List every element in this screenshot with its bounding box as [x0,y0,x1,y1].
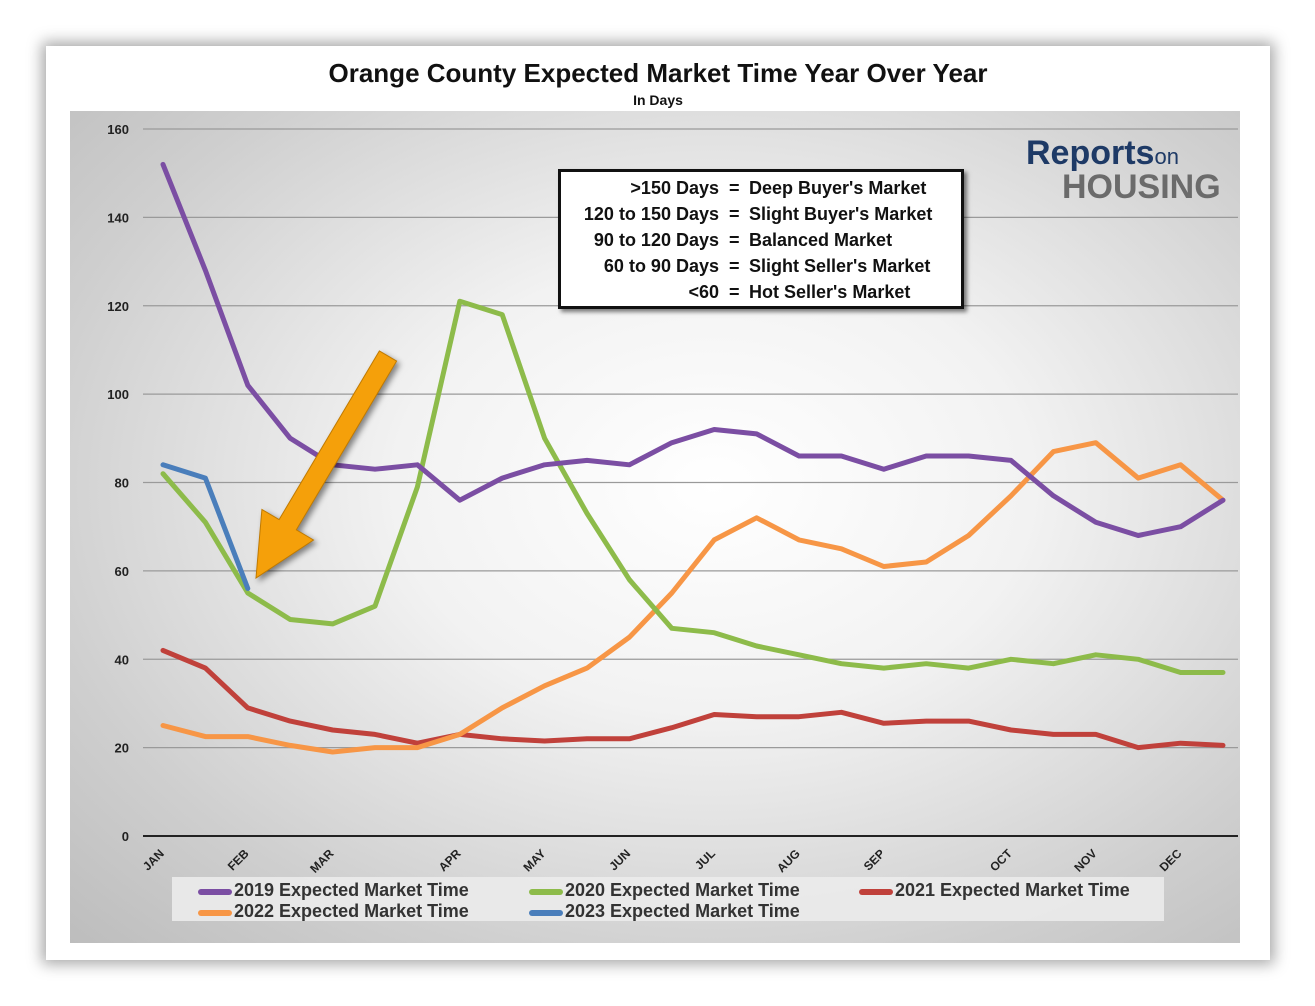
x-tick-label: AUG [774,846,803,875]
series-line-2021 [160,647,1226,751]
x-tick-label: SEP [861,846,888,873]
y-tick-label: 160 [107,122,129,137]
x-tick-label: OCT [987,846,1015,874]
legend-swatch-2019 [198,889,232,895]
annotation-arrow-icon [255,350,398,579]
legend-swatch-2020 [529,889,563,895]
chart-legend: 2019 Expected Market Time 2020 Expected … [172,877,1164,921]
x-tick-label: MAR [307,846,336,875]
y-tick-label: 80 [115,476,129,491]
legend-item-2022: 2022 Expected Market Time [198,901,469,922]
y-tick-label: 20 [115,741,129,756]
legend-item-2021: 2021 Expected Market Time [859,880,1130,901]
key-row: >150 Days = Deep Buyer's Market [630,178,927,198]
y-tick-label: 60 [115,564,129,579]
y-tick-label: 140 [107,210,129,225]
x-tick-label: DEC [1157,846,1185,874]
x-tick-label: NOV [1071,846,1099,874]
chart-title: Orange County Expected Market Time Year … [328,58,988,88]
y-tick-label: 100 [107,387,129,402]
y-tick-label: 0 [122,829,129,844]
x-tick-label: MAY [520,846,548,874]
key-row: 60 to 90 Days = Slight Seller's Market [603,256,931,276]
legend-item-2020: 2020 Expected Market Time [529,880,800,901]
chart-subtitle: In Days [633,92,683,108]
legend-item-2023: 2023 Expected Market Time [529,901,800,922]
series-line-2020 [160,298,1226,675]
key-row: 90 to 120 Days = Balanced Market [593,230,893,250]
series-line-2019 [160,161,1226,538]
y-tick-label: 120 [107,299,129,314]
legend-swatch-2021 [859,889,893,895]
market-key-box: >150 Days = Deep Buyer's Market 120 to 150… [558,169,964,309]
x-tick-label: FEB [225,846,252,873]
y-tick-label: 40 [115,652,129,667]
x-tick-label: JUL [692,846,718,872]
series-line-2022 [160,440,1226,755]
series-line-2023 [160,462,251,591]
x-tick-label: APR [436,846,464,874]
legend-item-2019: 2019 Expected Market Time [198,880,469,901]
reports-on-housing-logo: Reportson HOUSING [1026,134,1221,206]
x-tick-label: JAN [140,846,167,873]
legend-swatch-2022 [198,910,232,916]
legend-swatch-2023 [529,910,563,916]
key-row: 120 to 150 Days = Slight Buyer's Market [583,204,933,224]
key-row: <60 = Hot Seller's Market [688,282,911,302]
x-tick-label: JUN [606,846,633,873]
